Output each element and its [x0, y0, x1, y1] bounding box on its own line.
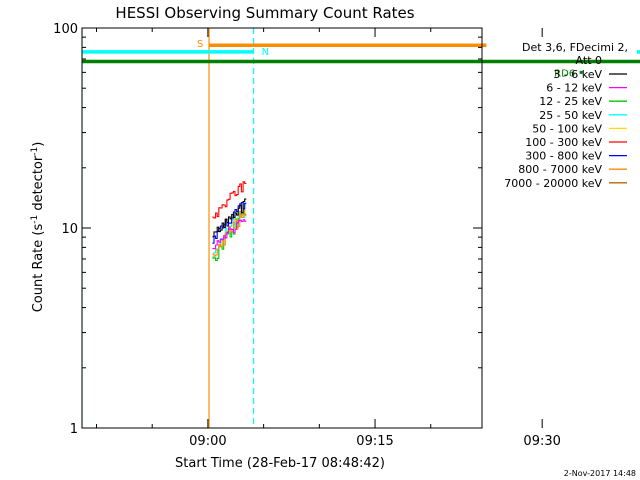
legend-label-7: 800 - 7000 keV — [518, 163, 602, 176]
x-tick-label-0: 09:00 — [189, 434, 226, 449]
series-6_12keV-seg-1 — [529, 229, 640, 259]
data-layer — [82, 28, 640, 428]
flag-layer: SNRD0RD6 — [82, 39, 640, 79]
flag-label-1: N — [262, 47, 269, 58]
legend-label-5: 100 - 300 keV — [525, 136, 602, 149]
y-axis-label: Count Rate (s-1 detector-1) — [30, 142, 46, 313]
series-100_300keV-seg-0 — [212, 181, 247, 219]
legend-label-0: 3 - 6 keV — [553, 68, 602, 81]
series-25_50keV-seg-1 — [529, 273, 640, 338]
series-3_6keV-seg-1 — [529, 209, 640, 244]
series-6_12keV-seg-0 — [212, 219, 247, 250]
x-tick-label-1: 09:15 — [356, 434, 393, 449]
series-3_6keV-seg-0 — [212, 198, 247, 238]
chart-title: HESSI Observing Summary Count Rates — [115, 4, 414, 22]
flag-label-0: S — [197, 39, 203, 50]
legend-header-line-1: Det 3,6, FDecimi 2, — [522, 41, 628, 54]
date-stamp: 2-Nov-2017 14:48 — [564, 469, 636, 478]
legend-label-1: 6 - 12 keV — [546, 82, 602, 95]
x-tick-label-2: 09:30 — [523, 434, 560, 449]
flag-label-4: RD6 — [554, 68, 575, 79]
legend-label-6: 300 - 800 keV — [525, 150, 602, 163]
plot-frame — [81, 27, 483, 429]
series-100_300keV-seg-1 — [529, 190, 640, 232]
legend-label-4: 50 - 100 keV — [532, 122, 602, 135]
series-12_25keV-seg-1 — [529, 296, 640, 385]
legend-label-8: 7000 - 20000 keV — [504, 177, 602, 190]
series-800_7000keV-seg-0 — [212, 209, 247, 257]
y-tick-label-0: 1 — [70, 422, 78, 437]
legend-label-3: 25 - 50 keV — [539, 109, 602, 122]
series-300_800keV-seg-1 — [529, 234, 640, 283]
flag-marker-4 — [579, 70, 583, 74]
y-tick-label-2: 100 — [53, 22, 78, 37]
y-tick-label-1: 10 — [61, 222, 78, 237]
legend-header-line-2: Att 0 — [576, 54, 602, 67]
legend-label-2: 12 - 25 keV — [539, 95, 602, 108]
x-axis-label: Start Time (28-Feb-17 08:48:42) — [175, 456, 385, 471]
series-800_7000keV-seg-1 — [529, 285, 640, 334]
